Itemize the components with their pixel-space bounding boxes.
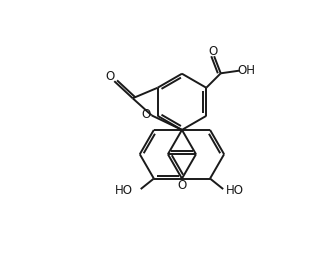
Text: OH: OH bbox=[237, 64, 256, 77]
Text: HO: HO bbox=[226, 184, 244, 197]
Text: O: O bbox=[105, 70, 114, 83]
Text: O: O bbox=[177, 179, 187, 192]
Text: O: O bbox=[141, 108, 151, 121]
Text: O: O bbox=[208, 45, 218, 58]
Text: HO: HO bbox=[115, 184, 133, 197]
